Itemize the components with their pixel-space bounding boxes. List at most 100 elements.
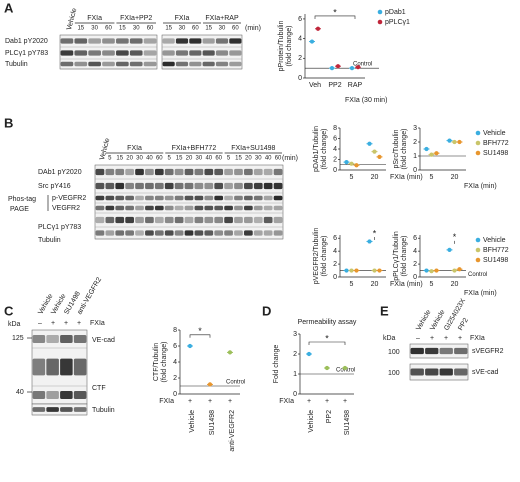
treatment-sign: +	[188, 398, 192, 405]
treatment-sign: +	[458, 335, 462, 342]
group-label: FXIa+BFH772	[172, 145, 217, 152]
blot-band	[125, 168, 134, 176]
group-label: FXIa	[127, 145, 142, 152]
x-axis-label: FXIa (min)	[464, 290, 497, 297]
time-label: 15	[165, 26, 172, 32]
blot-band	[105, 195, 115, 201]
blot	[94, 164, 284, 240]
blot-band	[194, 216, 204, 224]
x-tick-label: Vehicle	[308, 410, 315, 433]
blot-band	[214, 230, 224, 236]
row-label: p-VEGFR2	[52, 195, 86, 202]
y-tick-label: 4	[298, 35, 302, 42]
y-tick-label: 2	[293, 351, 297, 358]
blot-band	[164, 182, 174, 190]
blot-band	[253, 230, 263, 236]
time-label: 60	[105, 26, 112, 32]
point	[447, 138, 452, 143]
y-tick-label: 0	[333, 274, 337, 281]
blot-band	[164, 216, 174, 224]
treatment-label: FXIa	[90, 320, 105, 327]
time-label: 5	[227, 156, 231, 162]
y-axis-label: (fold change)	[321, 129, 328, 170]
blot-band	[215, 50, 229, 56]
blot-band	[253, 205, 263, 211]
blot-band	[135, 205, 144, 211]
blot-band	[184, 195, 194, 201]
blot-band	[135, 230, 144, 236]
legend-swatch	[377, 9, 383, 15]
significance-bracket	[308, 341, 346, 345]
time-label: 60	[232, 26, 239, 32]
point	[187, 343, 193, 349]
blot-band	[244, 168, 253, 176]
blot-band	[60, 407, 73, 412]
time-label: 30	[196, 156, 203, 162]
point	[372, 149, 377, 154]
control-label: Control	[353, 62, 372, 68]
legend-label: SU1498	[483, 150, 508, 157]
blot-band	[102, 38, 115, 44]
point	[335, 64, 341, 69]
blot-band	[184, 182, 194, 190]
time-label: 5	[108, 156, 112, 162]
blot	[161, 34, 243, 70]
blot-band	[162, 50, 175, 56]
y-axis-label: pSrc/Tubulin	[393, 129, 400, 168]
point	[424, 146, 429, 152]
legend-swatch	[475, 140, 481, 146]
time-label: 30	[219, 26, 226, 32]
y-axis-label: CTF/Tubulin	[153, 343, 160, 381]
group-label: FXIa+PP2	[120, 15, 152, 22]
point	[324, 365, 330, 371]
blot-band	[73, 391, 87, 399]
blot-band	[175, 50, 189, 56]
row-label: Phos-tag	[8, 196, 36, 203]
row-label: Tubulin	[38, 237, 61, 244]
treatment-sign: +	[325, 398, 329, 405]
time-label: 40	[146, 156, 153, 162]
y-tick-label: 2	[173, 375, 177, 382]
point	[207, 382, 213, 387]
blot-band	[74, 50, 88, 56]
blot-band	[273, 216, 283, 224]
x-tick-label: anti-VEGFR2	[229, 410, 236, 452]
x-tick-label: PP2	[328, 82, 341, 89]
legend-swatch	[475, 150, 481, 156]
row-label: PAGE	[10, 206, 29, 213]
y-axis-label: (fold change)	[401, 236, 408, 277]
y-tick-label: 0	[333, 167, 337, 174]
y-tick-label: 6	[333, 235, 337, 242]
y-axis-label: (fold change)	[286, 26, 293, 67]
blot-band	[129, 61, 143, 67]
blot-band	[102, 61, 115, 67]
time-label: 30	[91, 26, 98, 32]
blot-band	[116, 38, 129, 44]
legend-swatch	[475, 130, 481, 136]
blot-band	[88, 38, 101, 44]
point	[424, 268, 429, 273]
blot-band	[263, 168, 273, 176]
blot-band	[184, 230, 194, 236]
significance-star: *	[333, 7, 337, 17]
row-label: CTF	[92, 385, 106, 392]
blot-band	[253, 216, 263, 224]
blot-band	[116, 61, 129, 67]
y-tick-label: 1	[413, 153, 417, 160]
treatment-sign: –	[38, 320, 42, 327]
blot-band	[202, 50, 215, 56]
blot-band	[164, 168, 174, 176]
blot-band	[224, 205, 233, 211]
blot-band	[175, 38, 189, 44]
blot-band	[194, 230, 204, 236]
blot-band	[273, 230, 283, 236]
row-label: PLCγ1 pY783	[38, 224, 81, 231]
x-tick-label: 20	[451, 281, 459, 288]
treatment-sign: +	[51, 320, 55, 327]
blot-band	[425, 368, 439, 376]
blot-band	[73, 407, 87, 412]
blot-band	[95, 182, 105, 190]
point	[355, 65, 361, 70]
blot-band	[164, 195, 174, 201]
